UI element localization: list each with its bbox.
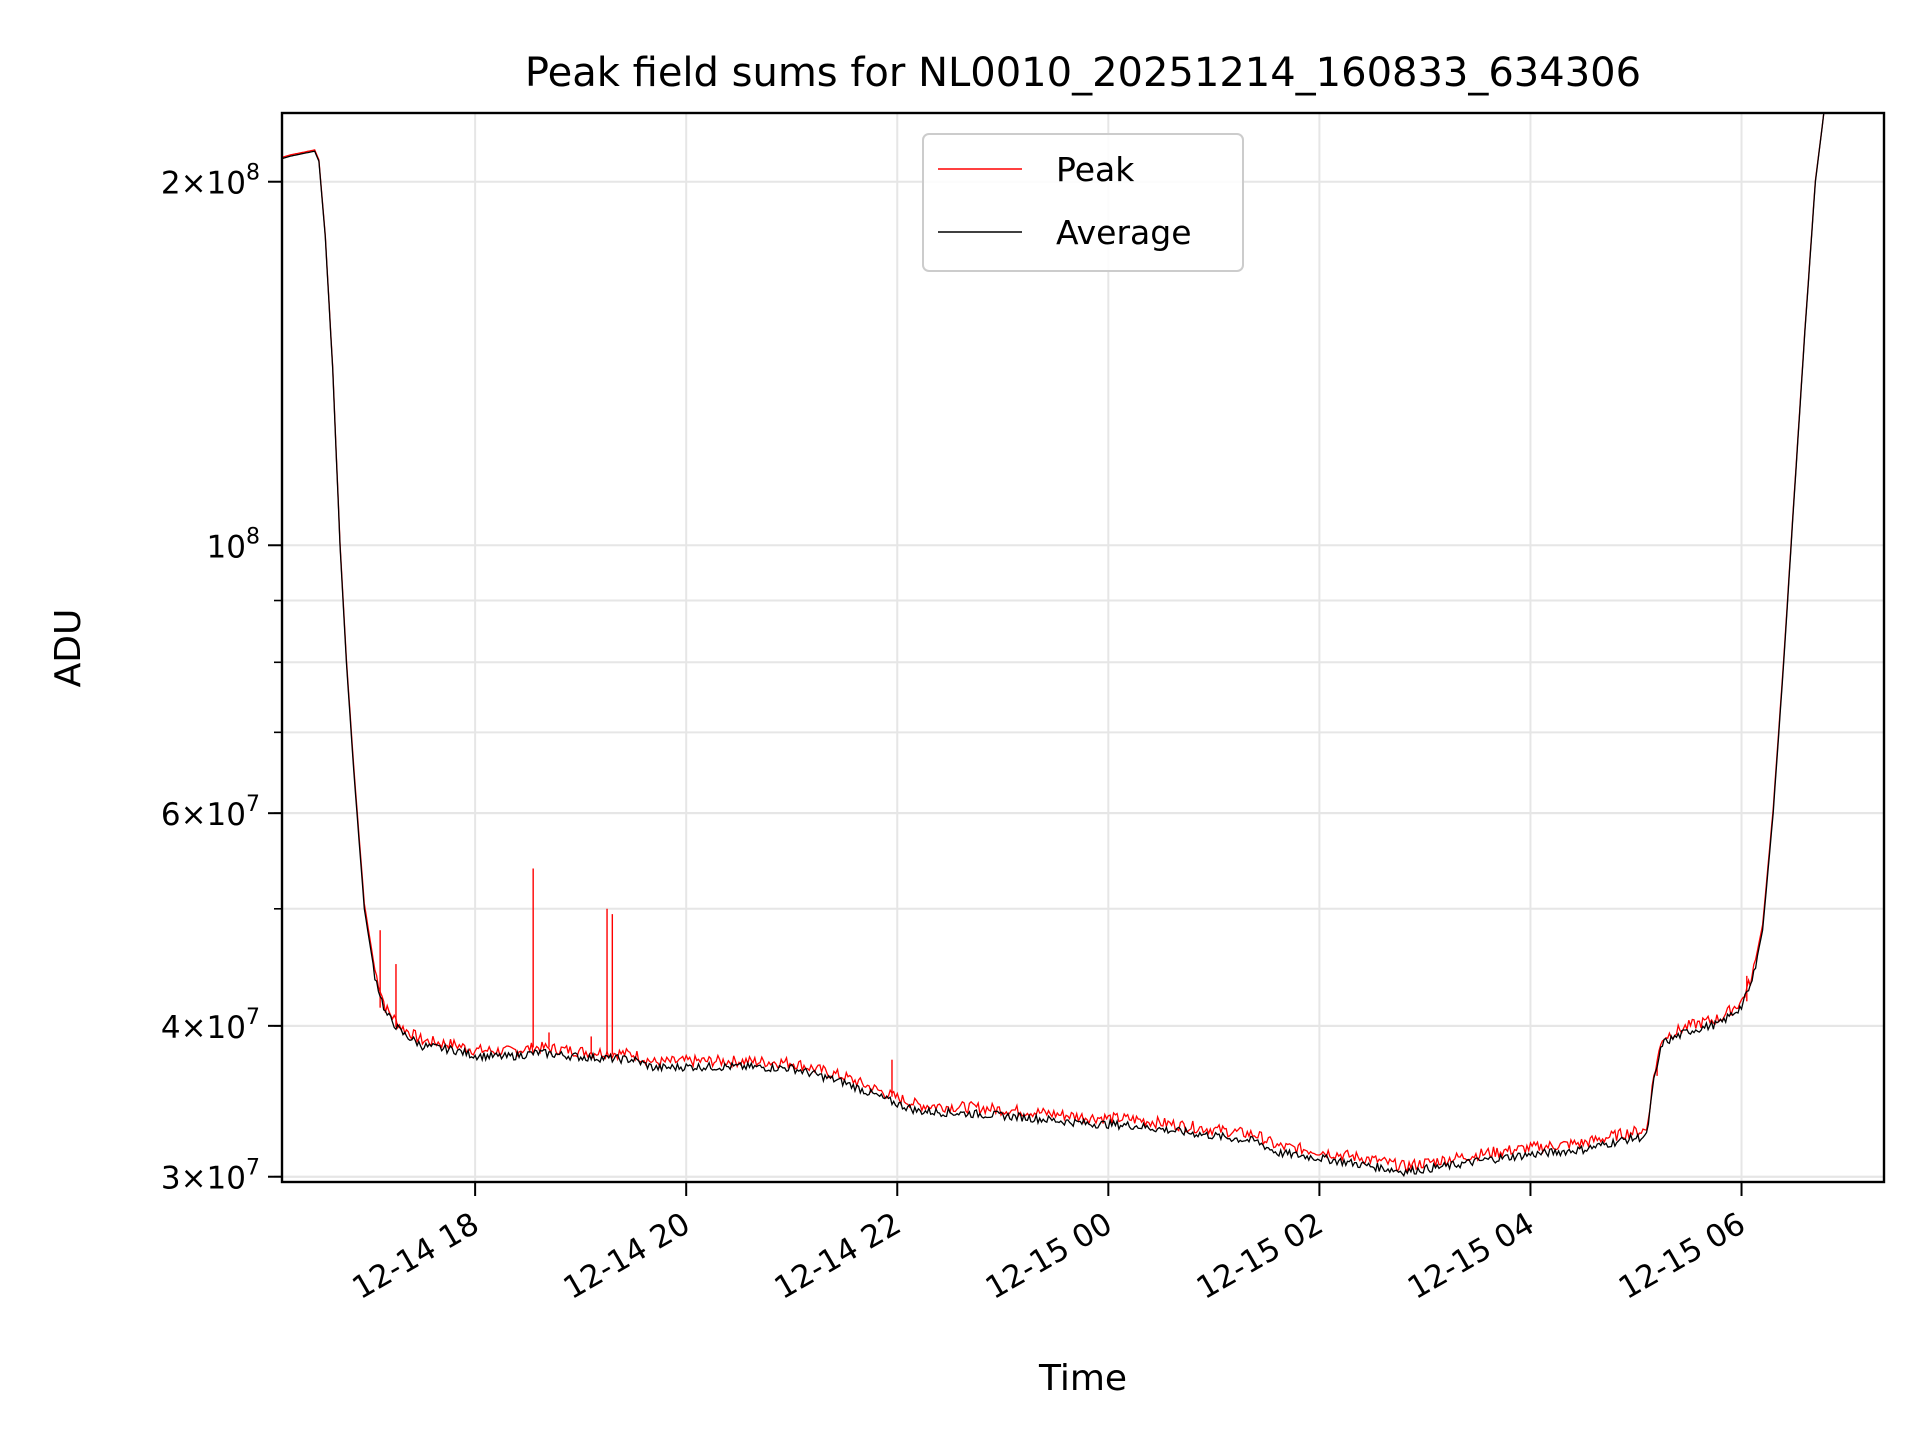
y-tick-label: 3×107 (161, 1156, 260, 1197)
series-average-line (282, 113, 1825, 1178)
y-tick-label: 2×108 (161, 161, 260, 202)
legend: Peak Average (922, 133, 1244, 272)
series-peak-line (282, 113, 1825, 1173)
grid (282, 113, 1884, 1182)
chart-title: Peak field sums for NL0010_20251214_1608… (525, 50, 1641, 96)
legend-average-label: Average (1056, 213, 1192, 252)
y-axis-label: ADU (48, 609, 89, 688)
y-tick-label: 4×107 (161, 1005, 260, 1046)
plot-frame (280, 111, 1886, 1184)
legend-peak-label: Peak (1056, 150, 1135, 189)
legend-box (922, 133, 1244, 272)
x-axis-label: Time (1038, 1358, 1127, 1399)
y-tick-label: 108 (207, 524, 260, 565)
series-layer (282, 113, 1825, 1178)
y-tick-label: 6×107 (161, 792, 260, 833)
